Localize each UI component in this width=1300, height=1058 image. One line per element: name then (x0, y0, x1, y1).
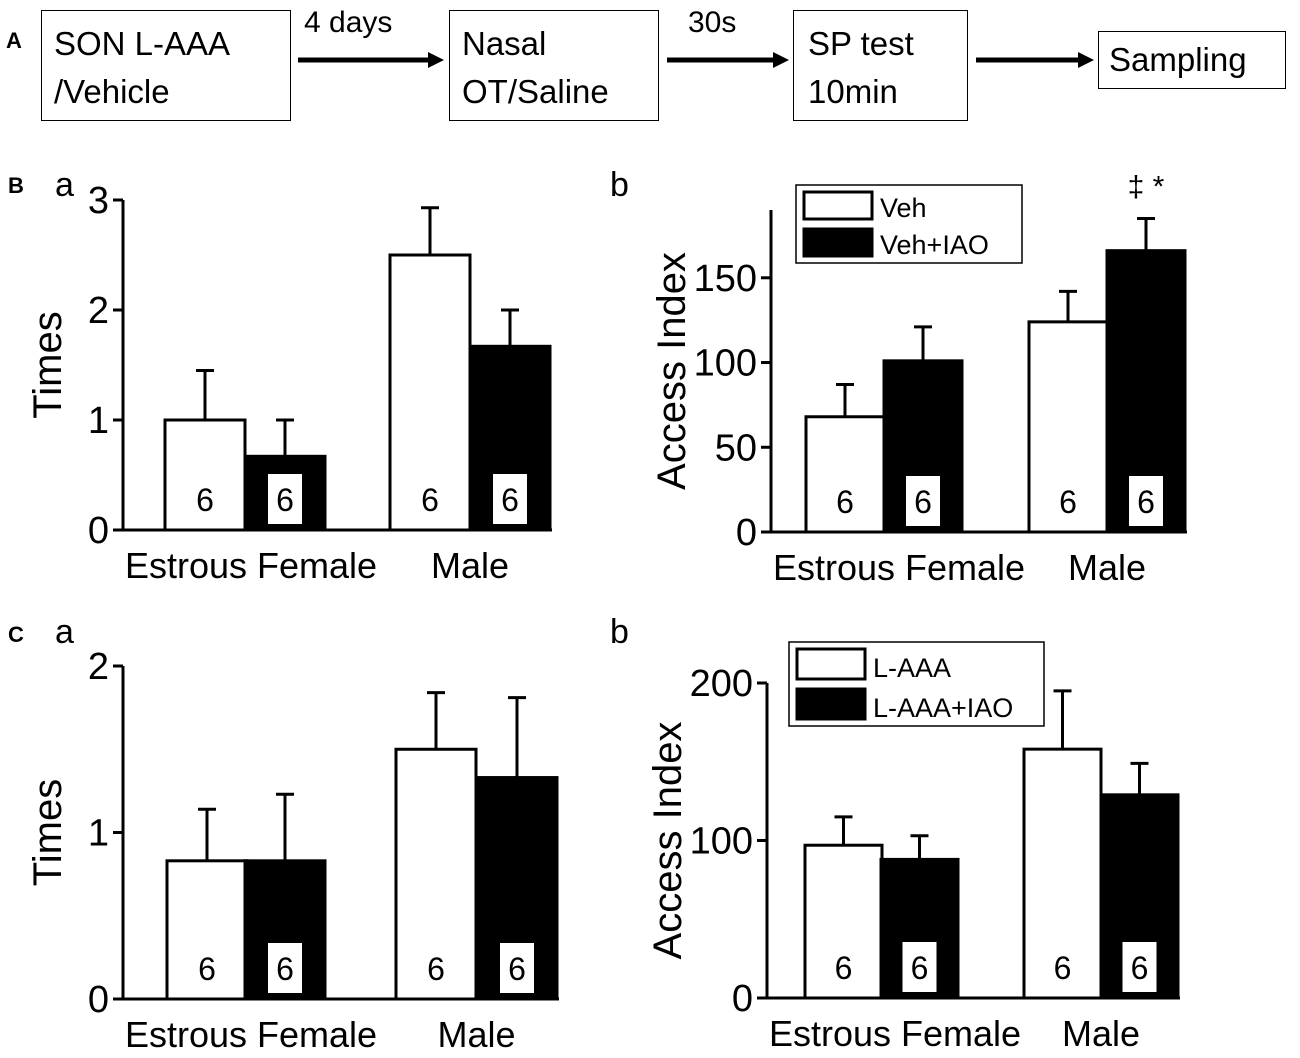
sublabel-cb: b (610, 613, 629, 651)
n-label: 6 (427, 951, 445, 987)
flow-step-sampling-text: Sampling (1109, 41, 1247, 78)
y-tick-label: 200 (690, 663, 753, 705)
n-label-box (268, 474, 302, 524)
x-category-label: Estrous Female (125, 1014, 377, 1055)
flow-step-son-line1: SON L-AAA (54, 25, 231, 62)
x-category-label: Male (431, 545, 509, 586)
sublabel-ba: a (55, 166, 74, 204)
legend: Veh Veh+IAO (795, 184, 1023, 264)
legend-label: Veh+IAO (880, 230, 989, 260)
n-label: 6 (911, 950, 929, 986)
legend-swatch (795, 687, 867, 721)
panel-label-c: C (8, 622, 24, 647)
x-category-label: Male (1068, 547, 1146, 588)
flow-step-nasal-line2: OT/Saline (462, 73, 609, 110)
n-label-box (500, 943, 534, 993)
n-label: 6 (276, 951, 294, 987)
y-tick-label: 0 (88, 510, 109, 552)
x-category-label: Male (437, 1014, 515, 1055)
n-label-box (906, 476, 940, 526)
n-label-box (1045, 942, 1080, 992)
arrow-label-30s: 30s (688, 6, 737, 39)
n-label-box (826, 942, 861, 992)
y-tick-label: 100 (694, 343, 757, 385)
n-label-box (902, 942, 937, 992)
y-tick-label: 2 (88, 646, 109, 688)
panel-label-b: B (8, 173, 24, 198)
flow-step-son-box: SON L-AAA /Vehicle (41, 10, 291, 121)
n-label-box (188, 474, 222, 524)
flow-step-sampling-box: Sampling (1098, 31, 1286, 89)
y-tick-label: 50 (715, 427, 757, 469)
flow-step-son-line2: /Vehicle (54, 73, 170, 110)
n-label-box (190, 943, 224, 993)
y-tick-label: 2 (88, 290, 109, 332)
n-label: 6 (508, 951, 526, 987)
legend-label: Veh (880, 193, 927, 223)
chart-ca: 0 1 2 Times 6 6 Estrous Female 6 6 Male (26, 646, 559, 1055)
legend-swatch (802, 190, 874, 221)
n-label-box (419, 943, 453, 993)
flow-step-nasal-box: Nasal OT/Saline (449, 10, 659, 121)
n-label-box (1051, 476, 1085, 526)
n-label: 6 (501, 482, 519, 518)
y-tick-label: 3 (88, 180, 109, 222)
sublabel-ca: a (55, 613, 74, 651)
flow-step-sptest-box: SP test 10min (793, 10, 968, 121)
n-label-box (493, 474, 527, 524)
y-tick-label: 1 (88, 400, 109, 442)
y-tick-label: 0 (732, 978, 753, 1020)
n-label: 6 (198, 951, 216, 987)
n-label: 6 (836, 484, 854, 520)
x-category-label: Estrous Female (125, 545, 377, 586)
n-label: 6 (276, 482, 294, 518)
n-label: 6 (1054, 950, 1072, 986)
y-axis-label: Times (26, 779, 70, 886)
y-tick-label: 0 (88, 979, 109, 1021)
sublabel-bb: b (610, 166, 629, 204)
n-label-box (413, 474, 447, 524)
n-label-box (828, 476, 862, 526)
flow-step-sptest-line1: SP test (808, 25, 914, 62)
chart-ba: 0 1 2 3 Times 6 6 Estrous Female 6 6 Male (26, 180, 552, 586)
n-label: 6 (1131, 950, 1149, 986)
y-tick-label: 1 (88, 813, 109, 855)
x-category-label: Estrous Female (773, 547, 1025, 588)
significance-marker: ‡ * (1128, 170, 1165, 203)
n-label: 6 (1059, 484, 1077, 520)
flow-step-nasal-line1: Nasal (462, 25, 547, 62)
panel-label-a: A (6, 28, 22, 53)
legend: L-AAA L-AAA+IAO (788, 641, 1045, 727)
n-label: 6 (196, 482, 214, 518)
n-label: 6 (421, 482, 439, 518)
y-axis-label: Times (26, 311, 70, 418)
flow-arrows (298, 52, 1094, 68)
legend-swatch (802, 227, 874, 258)
y-tick-label: 0 (736, 512, 757, 554)
y-tick-label: 100 (690, 821, 753, 863)
arrow-4days-head (428, 52, 444, 68)
arrow-sampling-head (1078, 52, 1094, 68)
x-category-label: Male (1062, 1013, 1140, 1054)
legend-swatch (795, 647, 867, 681)
flow-step-sptest-line2: 10min (808, 73, 898, 110)
n-label-box (1129, 476, 1163, 526)
n-label-box (1122, 942, 1157, 992)
y-axis-label: Access Index (646, 722, 690, 960)
x-category-label: Estrous Female (769, 1013, 1021, 1054)
arrow-30s-head (773, 52, 789, 68)
n-label: 6 (914, 484, 932, 520)
n-label-box (268, 943, 302, 993)
y-tick-label: 150 (694, 258, 757, 300)
legend-label: L-AAA (873, 653, 951, 683)
y-axis-label: Access Index (650, 252, 694, 490)
n-label: 6 (835, 950, 853, 986)
n-label: 6 (1137, 484, 1155, 520)
legend-label: L-AAA+IAO (873, 693, 1013, 723)
arrow-label-4days: 4 days (304, 6, 393, 39)
